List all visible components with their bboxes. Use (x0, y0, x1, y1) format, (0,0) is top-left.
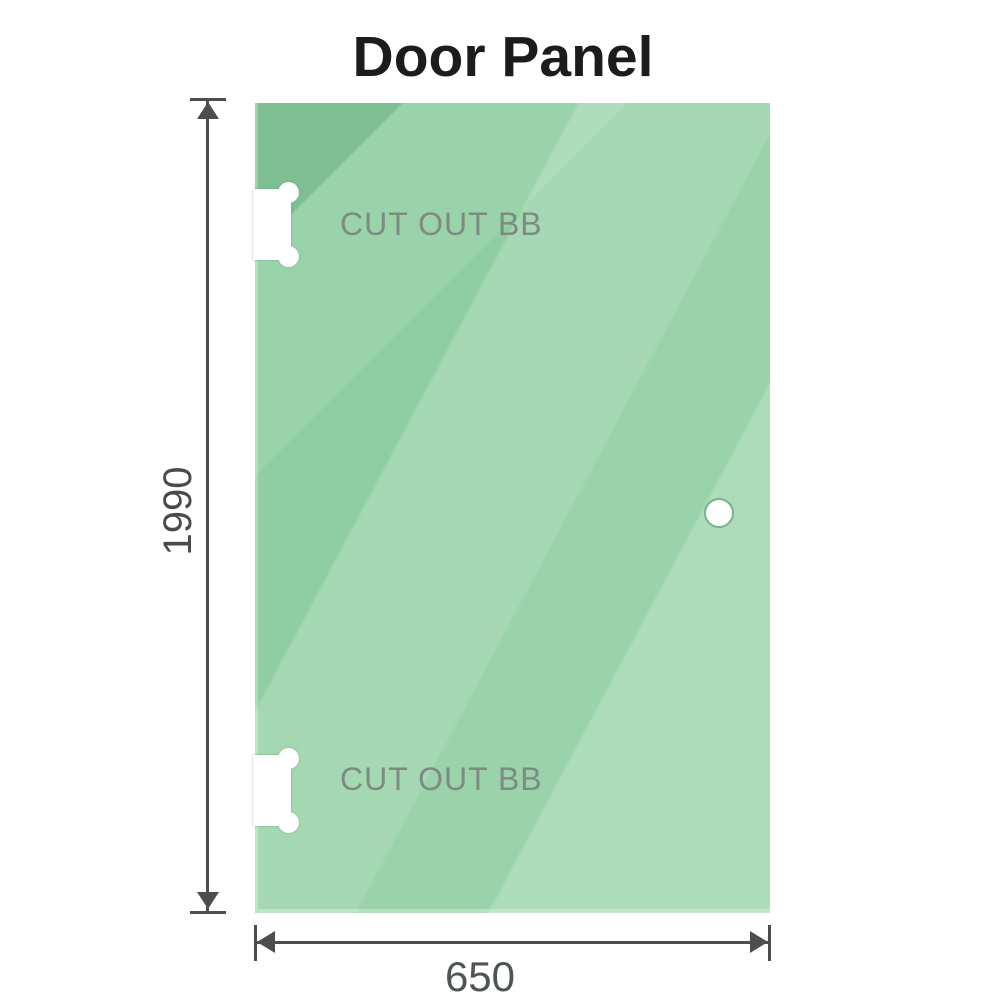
cutout-label-bottom: CUT OUT BB (340, 761, 543, 797)
arrow-left-icon (257, 931, 275, 953)
cutout-label-top: CUT OUT BB (340, 206, 543, 242)
cutout-lobe-shape (278, 748, 299, 769)
width-dimension-value: 650 (444, 953, 516, 1000)
cutout-lobe-shape (278, 812, 299, 833)
height-dimension-cap-bottom (190, 911, 226, 914)
arrow-down-icon (197, 892, 219, 909)
arrow-up-icon (197, 102, 219, 119)
diagram-title: Door Panel (352, 25, 654, 89)
hinge-cutout-top (253, 181, 300, 268)
handle-hole (704, 498, 734, 528)
width-dimension-cap-right (768, 925, 771, 961)
glass-panel (255, 103, 770, 913)
cutout-lobe-shape (278, 246, 299, 267)
width-dimension-cap-left (254, 925, 257, 961)
width-dimension-line (256, 941, 769, 944)
height-dimension-value: 1990 (156, 466, 200, 556)
height-dimension-line (206, 101, 209, 911)
arrow-right-icon (750, 931, 768, 953)
height-dimension-cap-top (190, 98, 226, 101)
hinge-cutout-bottom (253, 747, 300, 834)
cutout-lobe-shape (278, 182, 299, 203)
